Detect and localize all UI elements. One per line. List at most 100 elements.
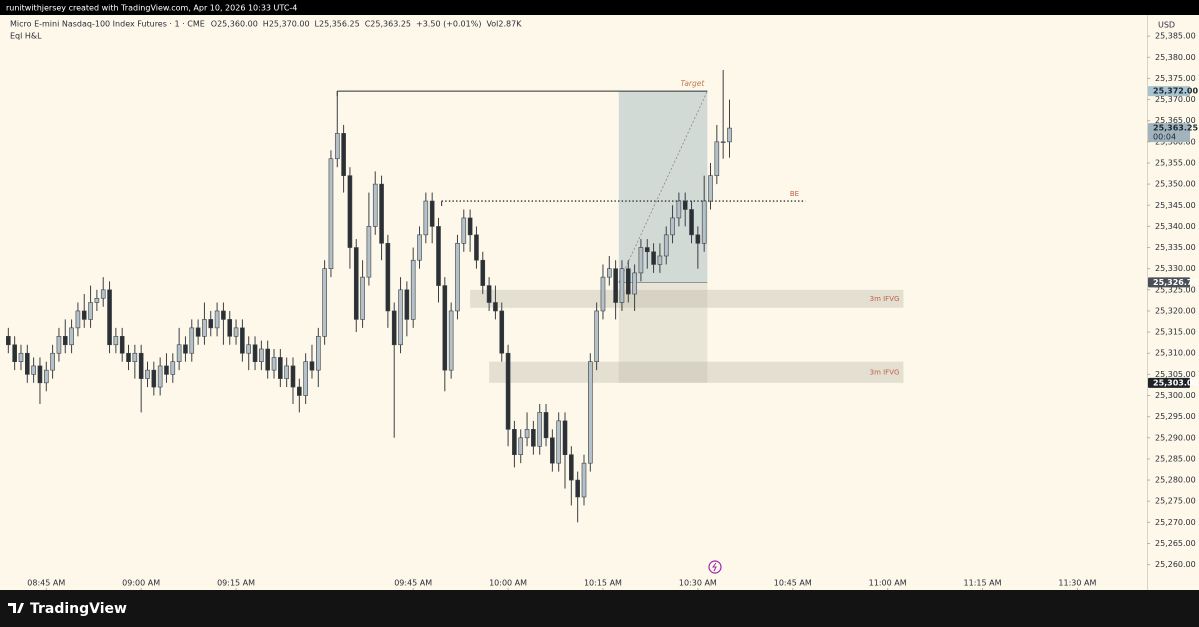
candle-body: [126, 352, 131, 362]
candle-body: [366, 226, 372, 278]
fvg-zone: [470, 289, 904, 308]
candle-body: [265, 348, 270, 371]
candle-body: [569, 454, 574, 481]
x-tick-label: 11:00 AM: [869, 579, 907, 588]
candle-body: [676, 200, 682, 219]
candle-body: [12, 344, 17, 362]
price-badge-label: 25,303.00: [1153, 378, 1198, 387]
candle-body: [410, 259, 416, 320]
x-tick-label: 11:15 AM: [964, 579, 1002, 588]
x-tick-label: 11:30 AM: [1058, 579, 1096, 588]
candle-body: [644, 247, 650, 253]
candle-body: [417, 234, 422, 261]
y-tick-label: 25,385.00: [1155, 32, 1196, 41]
y-tick-label: 25,265.00: [1155, 539, 1196, 548]
candle-body: [164, 365, 169, 375]
candle-body: [88, 302, 93, 320]
candle-body: [303, 361, 308, 396]
candle-body: [297, 386, 302, 396]
candle-body: [398, 289, 403, 346]
candle-body: [670, 217, 675, 236]
candle-body: [588, 361, 593, 464]
candle-body: [202, 319, 207, 337]
candle-body: [322, 268, 327, 337]
price-badge: [1148, 377, 1190, 388]
candle-body: [43, 369, 49, 384]
candle-body: [50, 352, 55, 371]
candle-body: [448, 310, 454, 371]
candle-body: [278, 357, 283, 379]
price-badge-label: 25,372.00: [1153, 87, 1198, 96]
candle-body: [663, 234, 669, 257]
candle-body: [499, 310, 505, 354]
candle-body: [714, 141, 720, 176]
candle-body: [480, 259, 486, 286]
fvg-label: 3m IFVG: [870, 295, 900, 303]
y-tick-label: 25,275.00: [1155, 497, 1196, 506]
candle-body: [613, 268, 618, 303]
candle-body: [157, 365, 163, 388]
indicator-name: Eql H&L: [10, 32, 42, 41]
x-tick-label: 10:45 AM: [774, 579, 812, 588]
y-tick-label: 25,355.00: [1155, 158, 1196, 167]
y-tick-label: 25,285.00: [1155, 454, 1196, 463]
candle-body: [379, 183, 384, 244]
y-tick-label: 25,315.00: [1155, 328, 1196, 337]
symbol: Micro E-mini Nasdaq-100 Index Futures · …: [10, 20, 205, 29]
candle-body: [474, 234, 479, 261]
candle-body: [113, 336, 119, 346]
candle-body: [638, 247, 644, 274]
ohlc-value: C25,363.25: [365, 20, 411, 29]
candle-body: [537, 412, 543, 447]
candle-body: [189, 327, 195, 354]
candle-body: [594, 310, 599, 362]
candle-body: [632, 272, 637, 295]
y-tick-label: 25,330.00: [1155, 264, 1196, 273]
ohlc-value: O25,360.00: [211, 20, 258, 29]
candle-body: [505, 352, 511, 430]
candle-body: [138, 352, 144, 379]
candle-body: [151, 369, 157, 388]
candle-body: [31, 365, 36, 375]
currency: USD: [1158, 21, 1175, 30]
candle-body: [372, 183, 378, 227]
countdown: 00:04: [1153, 133, 1176, 142]
candle-body: [423, 200, 429, 236]
candle-body: [556, 420, 561, 464]
candle-body: [100, 289, 106, 299]
price-badge-label: 25,363.25: [1153, 124, 1198, 133]
ohlc-value: H25,370.00: [263, 20, 310, 29]
candle-body: [543, 412, 549, 439]
candle-body: [524, 429, 530, 439]
y-tick-label: 25,295.00: [1155, 412, 1196, 421]
candle-body: [56, 336, 62, 354]
candle-body: [233, 327, 239, 337]
candle-body: [657, 255, 663, 265]
candle-body: [512, 429, 517, 456]
x-tick-label: 08:45 AM: [27, 579, 65, 588]
candle-body: [720, 141, 726, 143]
y-tick-label: 25,270.00: [1155, 518, 1196, 527]
fvg-zone: [489, 361, 904, 383]
candle-body: [119, 336, 125, 354]
trend-path: [618, 90, 708, 283]
candle-body: [550, 437, 555, 464]
candle-body: [619, 268, 625, 303]
candle-body: [347, 175, 353, 248]
y-tick-label: 25,340.00: [1155, 222, 1196, 231]
y-tick-label: 25,345.00: [1155, 201, 1196, 210]
candle-body: [315, 336, 321, 371]
candle-body: [94, 297, 100, 303]
x-tick-label: 10:15 AM: [584, 579, 622, 588]
candle-body: [727, 127, 732, 143]
candle-body: [341, 133, 346, 176]
ohlc-value: +3.50 (+0.01%): [416, 20, 481, 29]
target-label: Target: [681, 79, 706, 88]
y-tick-label: 25,260.00: [1155, 560, 1196, 569]
candle-body: [467, 217, 473, 236]
candle-body: [651, 251, 656, 265]
candle-body: [334, 133, 340, 160]
event-icon: [708, 560, 722, 574]
candle-body: [625, 268, 631, 295]
